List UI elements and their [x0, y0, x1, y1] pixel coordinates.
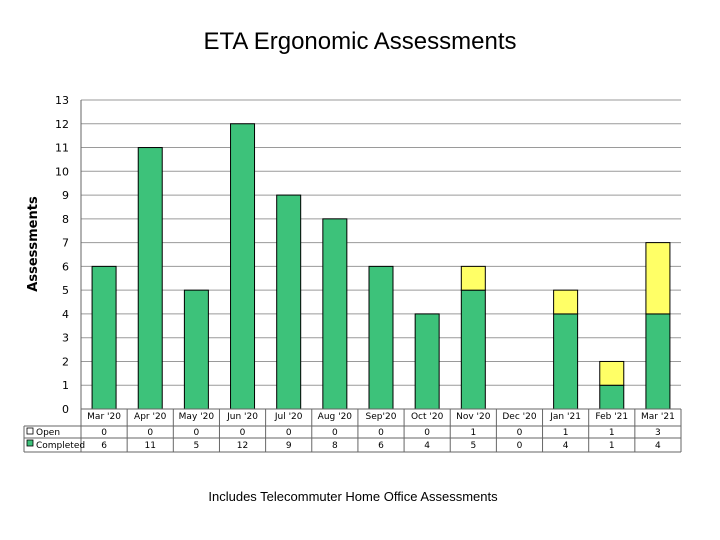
y-tick-label: 8: [62, 213, 69, 226]
y-tick-label: 13: [55, 94, 69, 107]
y-tick-label: 4: [62, 308, 69, 321]
table-value-completed: 8: [332, 441, 338, 451]
table-value-open: 0: [286, 428, 292, 438]
bar-completed: [414, 313, 440, 410]
y-tick-label: 9: [62, 189, 69, 202]
bar-open: [599, 360, 625, 386]
table-value-completed: 4: [563, 441, 569, 451]
bar-completed: [183, 289, 209, 410]
table-value-completed: 5: [470, 441, 476, 451]
x-tick-label: Nov '20: [456, 412, 491, 422]
x-tick-label: Jun '20: [226, 412, 258, 422]
y-tick-label: 12: [55, 118, 69, 131]
y-tick-label: 3: [62, 332, 69, 345]
bar-completed: [553, 313, 579, 410]
x-tick-label: Feb '21: [595, 412, 628, 422]
x-tick-label: Aug '20: [318, 412, 353, 422]
table-value-open: 0: [101, 428, 107, 438]
bar-open: [460, 265, 486, 291]
legend-swatch-completed: [26, 439, 34, 447]
legend-label-open: Open: [36, 428, 60, 438]
x-tick-label: Oct '20: [411, 412, 444, 422]
y-tick-label: 10: [55, 165, 69, 178]
table-value-completed: 4: [655, 441, 661, 451]
table-value-completed: 6: [101, 441, 107, 451]
table-value-completed: 12: [237, 441, 248, 451]
table-value-open: 0: [332, 428, 338, 438]
table-value-open: 1: [563, 428, 569, 438]
legend-swatch-open: [26, 427, 34, 435]
bar-completed: [645, 313, 671, 410]
table-value-completed: 9: [286, 441, 292, 451]
bar-completed: [137, 147, 163, 410]
table-value-completed: 6: [378, 441, 384, 451]
bar-completed: [460, 289, 486, 410]
x-tick-label: Dec '20: [502, 412, 536, 422]
table-value-completed: 0: [517, 441, 523, 451]
table-value-open: 1: [609, 428, 615, 438]
chart-footnote: Includes Telecommuter Home Office Assess…: [208, 489, 498, 504]
bars: [91, 123, 671, 410]
legend-label-completed: Completed: [36, 441, 85, 451]
bar-open: [645, 242, 671, 315]
chart-title: ETA Ergonomic Assessments: [203, 28, 517, 55]
table-value-open: 3: [655, 428, 661, 438]
bar-completed: [368, 265, 394, 410]
y-tick-label: 11: [55, 142, 69, 155]
table-value-open: 1: [470, 428, 476, 438]
x-tick-label: Jul '20: [274, 412, 303, 422]
table-value-completed: 5: [194, 441, 200, 451]
y-tick-label: 5: [62, 284, 69, 297]
bar-completed: [276, 194, 302, 410]
table-value-completed: 4: [424, 441, 430, 451]
table-value-open: 0: [378, 428, 384, 438]
x-tick-label: Apr '20: [134, 412, 167, 422]
x-tick-label: Sep'20: [366, 412, 397, 422]
y-tick-label: 1: [62, 379, 69, 392]
x-tick-label: Mar '20: [87, 412, 121, 422]
y-tick-label: 7: [62, 237, 69, 250]
table-value-open: 0: [147, 428, 153, 438]
table-value-open: 0: [517, 428, 523, 438]
table-value-completed: 11: [145, 441, 156, 451]
y-tick-label: 6: [62, 260, 69, 273]
bar-completed: [230, 123, 256, 410]
table-value-open: 0: [194, 428, 200, 438]
bar-completed: [91, 265, 117, 410]
x-tick-label: Jan '21: [549, 412, 581, 422]
y-tick-label: 0: [62, 403, 69, 416]
y-axis-label: Assessments: [26, 196, 41, 292]
bar-completed: [599, 384, 625, 410]
bar-open: [553, 289, 579, 315]
table-value-open: 0: [240, 428, 246, 438]
bar-completed: [322, 218, 348, 410]
y-tick-label: 2: [62, 355, 69, 368]
table-value-open: 0: [424, 428, 430, 438]
x-tick-label: May '20: [179, 412, 215, 422]
x-tick-label: Mar '21: [641, 412, 675, 422]
table-value-completed: 1: [609, 441, 615, 451]
